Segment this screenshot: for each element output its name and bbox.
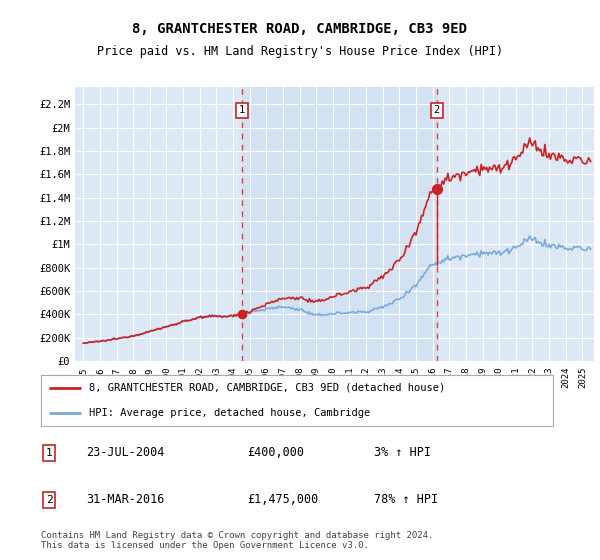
Text: £1,475,000: £1,475,000: [247, 493, 319, 506]
Text: 2: 2: [434, 105, 440, 115]
Text: HPI: Average price, detached house, Cambridge: HPI: Average price, detached house, Camb…: [89, 408, 370, 418]
Bar: [242, 87, 437, 361]
Text: 23-JUL-2004: 23-JUL-2004: [86, 446, 164, 459]
Text: 1: 1: [239, 105, 245, 115]
Text: 31-MAR-2016: 31-MAR-2016: [86, 493, 164, 506]
Text: 8, GRANTCHESTER ROAD, CAMBRIDGE, CB3 9ED (detached house): 8, GRANTCHESTER ROAD, CAMBRIDGE, CB3 9ED…: [89, 382, 445, 393]
Text: 3% ↑ HPI: 3% ↑ HPI: [374, 446, 431, 459]
Text: £400,000: £400,000: [247, 446, 304, 459]
Text: 2: 2: [46, 495, 53, 505]
Text: 1: 1: [46, 448, 53, 458]
FancyBboxPatch shape: [41, 375, 553, 426]
Text: Price paid vs. HM Land Registry's House Price Index (HPI): Price paid vs. HM Land Registry's House …: [97, 45, 503, 58]
Text: Contains HM Land Registry data © Crown copyright and database right 2024.
This d: Contains HM Land Registry data © Crown c…: [41, 531, 434, 550]
Text: 78% ↑ HPI: 78% ↑ HPI: [374, 493, 438, 506]
Text: 8, GRANTCHESTER ROAD, CAMBRIDGE, CB3 9ED: 8, GRANTCHESTER ROAD, CAMBRIDGE, CB3 9ED: [133, 22, 467, 36]
